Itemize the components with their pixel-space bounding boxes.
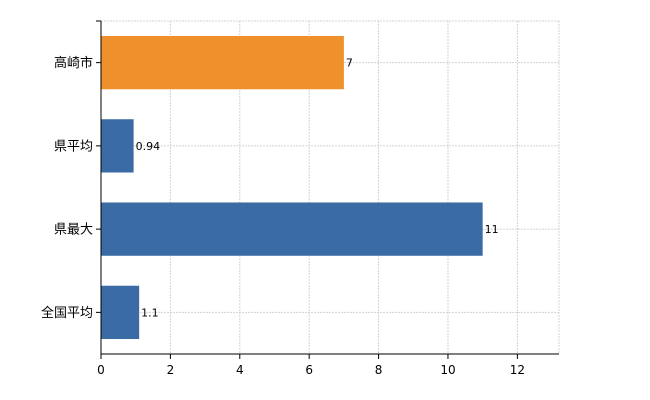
x-tick-label: 10	[440, 363, 455, 377]
x-tick-label: 0	[97, 363, 105, 377]
category-label: 県平均	[54, 139, 93, 154]
category-label: 全国平均	[41, 305, 93, 321]
value-label: 1.1	[141, 306, 159, 319]
x-tick-label: 6	[305, 363, 313, 377]
value-label: 11	[485, 223, 499, 236]
x-tick-label: 2	[167, 363, 175, 377]
value-label: 7	[346, 57, 353, 70]
x-tick-label: 12	[510, 363, 525, 377]
bar	[101, 119, 134, 173]
bar	[101, 285, 140, 340]
labels: 0 2 4 6 8 10 12 高崎市 7 県平均 0.94 県最大 11 全国平均 1.1	[41, 55, 525, 377]
category-label: 高崎市	[54, 55, 93, 71]
x-tick-label: 8	[375, 363, 383, 377]
axes	[96, 20, 559, 359]
bar	[101, 35, 344, 90]
bars	[101, 35, 483, 340]
value-label: 0.94	[136, 140, 161, 153]
bar	[101, 202, 483, 256]
category-label: 県最大	[54, 223, 93, 238]
x-tick-label: 4	[236, 363, 244, 377]
